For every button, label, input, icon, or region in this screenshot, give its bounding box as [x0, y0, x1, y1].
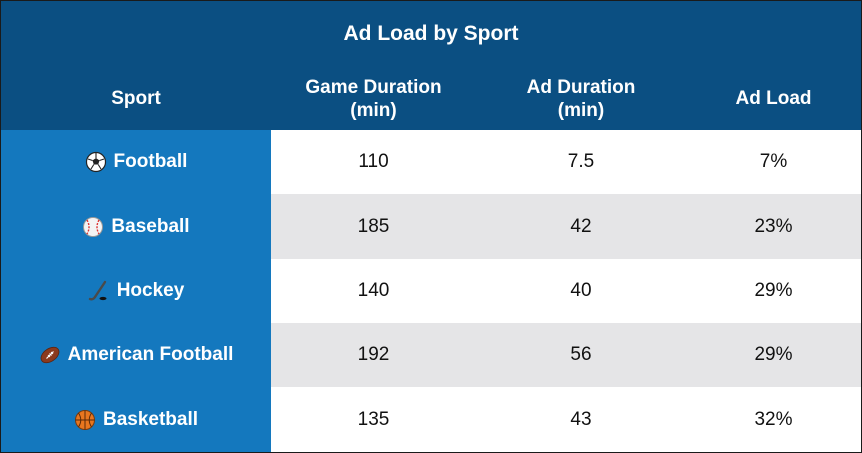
cell-ad-load: 29%	[754, 344, 793, 365]
cell-ad-duration: 56	[570, 344, 592, 365]
sport-label: Basketball	[102, 408, 199, 430]
header-ad-load: Ad Load	[735, 88, 812, 109]
soccer-ball-icon	[85, 151, 107, 173]
cell-game-duration: 140	[357, 280, 390, 301]
cell-sport: Baseball	[1, 194, 271, 259]
header-game-duration: Game Duration (min)	[305, 76, 442, 121]
sport-label: American Football	[67, 344, 234, 365]
cell-sport: Hockey	[1, 259, 271, 323]
table-row: Baseball 185 42 23%	[1, 194, 861, 259]
cell-ad-load: 29%	[754, 280, 793, 301]
cell-sport: American Football	[1, 323, 271, 387]
header-sport: Sport	[111, 88, 161, 109]
basketball-icon	[74, 409, 96, 431]
header-ad-duration: Ad Duration (min)	[526, 76, 636, 121]
cell-game-duration: 192	[357, 344, 390, 365]
cell-ad-duration: 7.5	[567, 151, 595, 172]
sport-label: Hockey	[116, 280, 185, 301]
cell-ad-duration: 42	[570, 215, 592, 237]
table-title: Ad Load by Sport	[1, 1, 861, 67]
cell-sport: Basketball	[1, 387, 271, 452]
cell-ad-load: 7%	[759, 151, 788, 172]
header-row: Sport Game Duration (min) Ad Duration (m…	[1, 67, 861, 130]
sport-label: Football	[113, 151, 188, 172]
american-football-icon	[39, 344, 61, 366]
cell-sport: Football	[1, 130, 271, 194]
cell-ad-duration: 43	[570, 408, 592, 430]
table-row: American Football 192 56 29%	[1, 323, 861, 387]
cell-game-duration: 135	[357, 408, 390, 430]
cell-game-duration: 185	[357, 215, 390, 237]
table-row: Hockey 140 40 29%	[1, 259, 861, 323]
cell-ad-duration: 40	[570, 280, 592, 301]
baseball-icon	[82, 216, 104, 238]
table-row: Football 110 7.5 7%	[1, 130, 861, 194]
sport-label: Baseball	[111, 215, 190, 237]
cell-ad-load: 32%	[754, 408, 793, 430]
hockey-stick-icon	[88, 280, 110, 302]
table-row: Basketball 135 43 32%	[1, 387, 861, 452]
cell-game-duration: 110	[358, 151, 389, 172]
cell-ad-load: 23%	[754, 215, 793, 237]
